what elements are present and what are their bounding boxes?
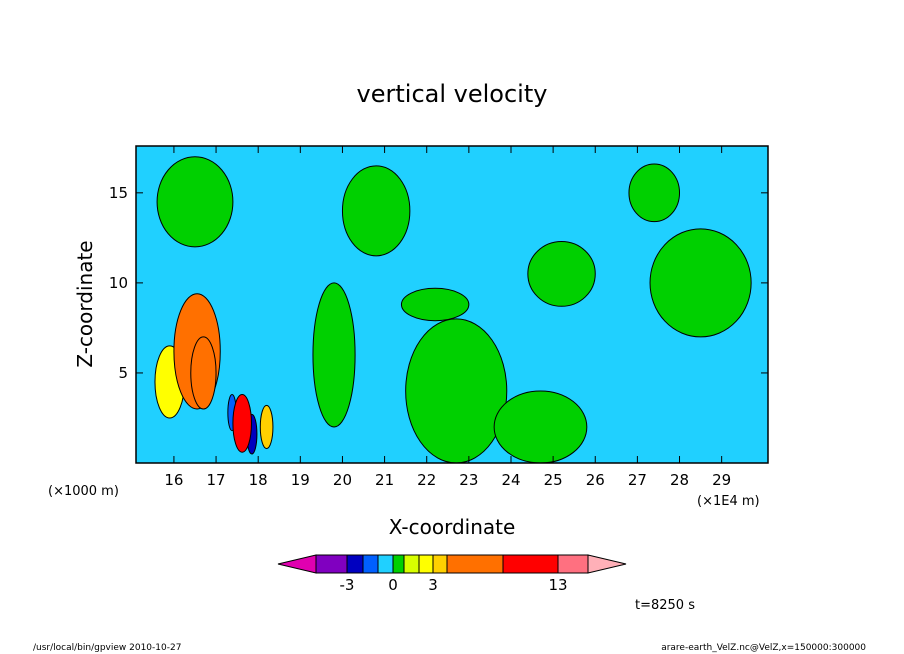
x-unit-left: (×1000 m) <box>48 484 119 499</box>
time-annotation: t=8250 s <box>635 598 695 613</box>
colorbar-tick-label: 0 <box>388 576 398 594</box>
colorbar-tick-labels: -3 0 3 13 <box>340 576 568 594</box>
colorbar-arrow-low <box>277 554 317 574</box>
x-tick-label: 17 <box>207 471 226 489</box>
x-tick-label: 16 <box>164 471 183 489</box>
y-axis-ticks: 5 10 15 <box>109 184 768 382</box>
colorbar-box-0 <box>315 554 348 574</box>
contour-region-13 <box>341 165 411 257</box>
x-axis-label: X-coordinate <box>389 515 516 539</box>
colorbar-box-10 <box>557 554 589 574</box>
x-unit-right: (×1E4 m) <box>697 494 760 509</box>
colorbar-tick-label: 13 <box>548 576 567 594</box>
colorbar-box-3 <box>377 554 394 574</box>
colorbar-box-9 <box>502 554 559 574</box>
colorbar-tick-label: 3 <box>428 576 438 594</box>
y-tick-label: 15 <box>109 184 128 202</box>
contour-region-1 <box>190 336 217 410</box>
x-tick-label: 20 <box>333 471 352 489</box>
x-tick-label: 28 <box>670 471 689 489</box>
x-tick-label: 26 <box>586 471 605 489</box>
x-tick-label: 21 <box>375 471 394 489</box>
x-tick-label: 27 <box>628 471 647 489</box>
contour-region-15 <box>628 163 681 223</box>
plot-area <box>135 145 769 464</box>
colorbar-box-8 <box>446 554 504 574</box>
contour-region-9 <box>493 390 588 463</box>
contour-region-5 <box>259 404 274 450</box>
colorbar-box-5 <box>403 554 420 574</box>
x-tick-label: 29 <box>712 471 731 489</box>
colorbar-box-6 <box>418 554 434 574</box>
contour-region-8 <box>405 318 508 463</box>
contour-region-11 <box>156 156 234 248</box>
contour-region-12 <box>527 240 596 307</box>
x-tick-label: 22 <box>417 471 436 489</box>
colorbar-box-1 <box>346 554 364 574</box>
colorbar-box-7 <box>432 554 448 574</box>
colorbar-box-2 <box>362 554 379 574</box>
colorbar-arrow-high <box>587 554 627 574</box>
colorbar-box-4 <box>392 554 405 574</box>
colorbar <box>277 554 627 574</box>
y-tick-label: 10 <box>109 274 128 292</box>
footer-right: arare-earth_VelZ.nc@VelZ,x=150000:300000 <box>661 643 866 653</box>
y-tick-label: 5 <box>118 364 128 382</box>
x-axis-ticks: 16 17 18 19 20 21 22 23 24 25 26 27 28 29 <box>164 146 731 489</box>
x-tick-label: 19 <box>291 471 310 489</box>
x-tick-label: 25 <box>544 471 563 489</box>
footer-left: /usr/local/bin/gpview 2010-10-27 <box>33 643 181 653</box>
contour-region-7 <box>312 282 356 428</box>
colorbar-tick-label: -3 <box>340 576 355 594</box>
y-axis-label: Z-coordinate <box>73 240 97 367</box>
contour-region-2 <box>232 394 252 453</box>
contour-region-14 <box>400 287 470 322</box>
x-tick-label: 18 <box>249 471 268 489</box>
plot-frame <box>135 145 769 464</box>
chart-title: vertical velocity <box>357 80 548 108</box>
x-tick-label: 24 <box>501 471 520 489</box>
contour-region-10 <box>649 228 752 338</box>
x-tick-label: 23 <box>459 471 478 489</box>
